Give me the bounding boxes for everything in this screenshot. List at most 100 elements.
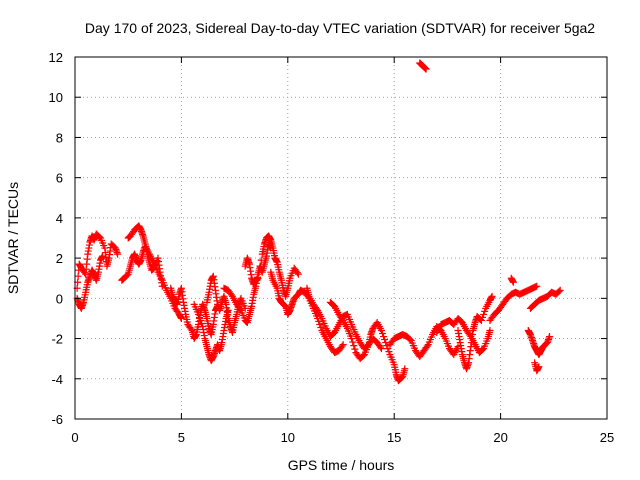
y-axis-label: SDTVAR / TECUs: [5, 182, 21, 294]
series-arc-12: [326, 298, 409, 385]
series-arc-16: [486, 282, 541, 324]
data-point-marker: [477, 316, 485, 324]
series-arc-3: [118, 242, 185, 322]
data-point-marker: [422, 65, 430, 73]
series-arc-1: [73, 230, 122, 292]
data-point-marker: [255, 268, 263, 276]
data-point-marker: [488, 292, 496, 300]
data-point-marker: [316, 320, 324, 328]
data-point-marker: [359, 352, 367, 360]
data-point-marker: [195, 313, 203, 321]
data-point-marker: [236, 305, 244, 313]
data-point-marker: [351, 345, 359, 353]
x-axis-label: GPS time / hours: [288, 457, 395, 473]
data-point-marker: [486, 327, 494, 335]
x-tick-label: 25: [600, 430, 614, 445]
x-tick-label: 20: [493, 430, 507, 445]
x-tick-label: 0: [71, 430, 78, 445]
data-point-marker: [177, 314, 185, 322]
data-point-marker: [380, 333, 388, 341]
x-tick-label: 15: [387, 430, 401, 445]
data-point-marker: [383, 342, 391, 350]
data-point-marker: [349, 338, 357, 346]
data-point-marker: [398, 374, 406, 382]
data-point-marker: [294, 270, 302, 278]
data-point-marker: [348, 335, 356, 343]
data-point-marker: [254, 274, 262, 282]
data-point-marker: [350, 342, 358, 350]
series-arc-15: [454, 292, 496, 373]
data-point-marker: [381, 336, 389, 344]
data-point-marker: [198, 319, 206, 327]
data-point-marker: [281, 301, 289, 309]
data-point-marker: [99, 252, 107, 260]
data-point-marker: [479, 346, 487, 354]
data-point-marker: [535, 363, 543, 371]
series-arc-9: [241, 232, 302, 300]
data-point-marker: [114, 250, 122, 258]
y-tick-label: 12: [49, 50, 63, 65]
data-point-marker: [187, 325, 195, 333]
data-point-marker: [480, 310, 488, 318]
x-tick-label: 10: [281, 430, 295, 445]
data-point-marker: [338, 342, 346, 350]
x-axis-ticks: 0 5 10 15 20 25: [71, 57, 614, 445]
data-point-marker: [546, 333, 554, 341]
data-point-marker: [556, 286, 564, 294]
data-point-marker: [555, 287, 563, 295]
data-point-marker: [401, 365, 409, 373]
series-arc-17: [507, 274, 517, 286]
data-point-marker: [256, 262, 264, 270]
data-point-marker: [81, 269, 89, 277]
series-arc-18: [524, 327, 554, 359]
plot-frame: [74, 56, 608, 420]
series-arc-4: [124, 222, 166, 290]
data-point-marker: [339, 341, 347, 349]
data-point-marker: [257, 256, 265, 264]
y-tick-label: 10: [49, 90, 63, 105]
data-point-marker: [423, 342, 431, 350]
data-point-marker: [509, 278, 517, 286]
data-point-marker: [378, 330, 386, 338]
y-tick-label: -2: [51, 332, 63, 347]
data-point-marker: [384, 345, 392, 353]
y-tick-label: 6: [56, 171, 63, 186]
data-point-marker: [376, 343, 384, 351]
y-tick-label: 8: [56, 130, 63, 145]
chart-title: Day 170 of 2023, Sidereal Day-to-day VTE…: [85, 20, 595, 36]
series-arc-2: [73, 252, 107, 312]
y-tick-label: 2: [56, 251, 63, 266]
data-point-marker: [123, 271, 131, 279]
y-tick-label: -4: [51, 372, 63, 387]
grid-lines: [75, 57, 607, 419]
data-point-marker: [385, 348, 393, 356]
data-markers: [73, 59, 564, 385]
series-arc-19: [531, 359, 543, 375]
data-point-marker: [158, 282, 166, 290]
y-tick-label: 4: [56, 211, 63, 226]
data-point-marker: [533, 282, 541, 290]
series-arc-13: [386, 322, 462, 361]
data-point-marker: [197, 316, 205, 324]
data-point-marker: [74, 272, 82, 280]
series-arc-6: [190, 300, 232, 365]
series-arc-20: [526, 286, 564, 312]
data-point-marker: [406, 336, 414, 344]
data-point-marker: [227, 291, 235, 299]
data-point-marker: [313, 305, 321, 313]
y-tick-label: 0: [56, 291, 63, 306]
series-arc-11: [303, 284, 385, 353]
data-point-marker: [95, 233, 103, 241]
data-point-marker: [194, 310, 202, 318]
data-point-marker: [293, 269, 301, 277]
x-tick-label: 5: [178, 430, 185, 445]
data-point-marker: [479, 313, 487, 321]
y-axis-ticks: -6 -4 -2 0 2 4 6 8 10 12: [49, 50, 607, 427]
y-tick-label: -6: [51, 412, 63, 427]
data-point-marker: [377, 327, 385, 335]
data-point-marker: [377, 345, 385, 353]
data-point-marker: [317, 323, 325, 331]
series-arc-21: [416, 59, 430, 73]
data-point-marker: [338, 315, 346, 323]
